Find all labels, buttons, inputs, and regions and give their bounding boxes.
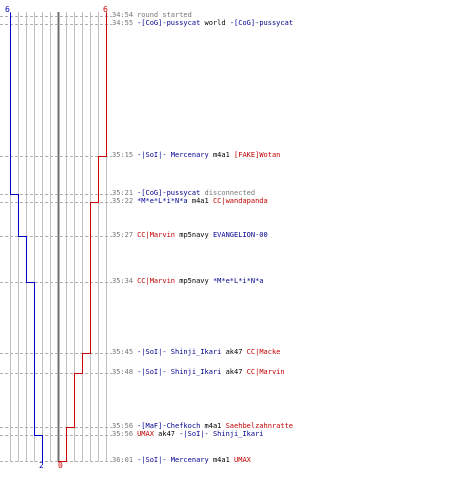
log-player-name: -[CoG]-pussycat [137, 189, 201, 197]
log-timestamp: 36:01 [112, 456, 134, 464]
log-weapon: ak47 [153, 430, 180, 438]
log-weapon: m4a1 [208, 151, 235, 159]
red-start-score: 6 [103, 5, 108, 14]
log-weapon: ak47 [221, 348, 247, 356]
red-team-line [58, 12, 107, 463]
log-entry: 34:54 round started [112, 11, 192, 20]
blue-start-score: 6 [5, 5, 10, 14]
log-status-text: disconnected [200, 189, 256, 197]
log-entry: 35:34 CC|Marvin mp5navy *M*e*L*i*N*a [112, 277, 264, 286]
log-entry: 35:27 CC|Marvin mp5navy EVANGELION-00 [112, 231, 268, 240]
log-player-name: -|SoI|- Shinji_Ikari [179, 430, 264, 438]
log-entry: 34:55 -[CoG]-pussycat world -[CoG]-pussyc… [112, 19, 293, 28]
log-player-name: Saehbelzahnratte [225, 422, 294, 430]
log-player-name: -[CoG]-pussycat [229, 19, 294, 27]
log-player-name: [FAKE]Wotan [234, 151, 281, 159]
log-entry: 36:01 -|SoI|- Mercenary m4a1 UMAX [112, 456, 251, 465]
log-status-text: round started [137, 11, 192, 19]
log-timestamp: 34:55 [112, 19, 134, 27]
log-player-name: *M*e*L*i*N*a [212, 277, 264, 285]
log-timestamp: 34:54 [112, 11, 134, 19]
log-weapon: mp5navy [175, 277, 213, 285]
log-player-name: UMAX [137, 430, 154, 438]
log-player-name: CC|Marvin [137, 277, 176, 285]
log-weapon: m4a1 [187, 197, 213, 205]
log-timestamp: 35:21 [112, 189, 134, 197]
log-player-name: EVANGELION-00 [212, 231, 268, 239]
log-timestamp: 35:56 [112, 430, 134, 438]
log-player-name: -|SoI|- Mercenary [137, 151, 209, 159]
log-timestamp: 35:15 [112, 151, 134, 159]
log-timestamp: 35:45 [112, 348, 134, 356]
log-entry: 35:21 -[CoG]-pussycat disconnected [112, 189, 255, 198]
log-timestamp: 35:22 [112, 197, 134, 205]
log-timestamp: 35:34 [112, 277, 134, 285]
blue-team-line [10, 12, 43, 463]
log-player-name: CC|wandapanda [212, 197, 268, 205]
log-player-name: *M*e*L*i*N*a [137, 197, 188, 205]
log-player-name: -|SoI|- Shinji_Ikari [137, 368, 222, 376]
log-entry: 35:56 -[MaF]-Chefkoch m4a1 Saehbelzahnrat… [112, 422, 293, 431]
log-player-name: CC|Marvin [137, 231, 176, 239]
log-entry: 35:45 -|SoI|- Shinji_Ikari ak47 CC|Macke [112, 348, 280, 357]
log-player-name: -[MaF]-Chefkoch [137, 422, 201, 430]
log-weapon: m4a1 [200, 422, 226, 430]
log-player-name: -|SoI|- Shinji_Ikari [137, 348, 222, 356]
log-entry: 35:22 *M*e*L*i*N*a m4a1 CC|wandapanda [112, 197, 268, 206]
log-weapon: mp5navy [175, 231, 213, 239]
log-player-name: -[CoG]-pussycat [137, 19, 201, 27]
log-timestamp: 35:48 [112, 368, 134, 376]
log-weapon: ak47 [221, 368, 247, 376]
red-end-score: 0 [58, 461, 63, 470]
log-player-name: -|SoI|- Mercenary [137, 456, 209, 464]
log-weapon: m4a1 [208, 456, 235, 464]
log-entry: 35:15 -|SoI|- Mercenary m4a1 [FAKE]Wotan [112, 151, 280, 160]
log-weapon: world [200, 19, 230, 27]
log-player-name: CC|Macke [246, 348, 281, 356]
log-player-name: UMAX [234, 456, 251, 464]
log-player-name: CC|Marvin [246, 368, 285, 376]
blue-end-score: 2 [39, 461, 44, 470]
log-timestamp: 35:27 [112, 231, 134, 239]
log-entry: 35:56 UMAX ak47 -|SoI|- Shinji_Ikari [112, 430, 264, 439]
log-timestamp: 35:56 [112, 422, 134, 430]
log-entry: 35:48 -|SoI|- Shinji_Ikari ak47 CC|Marvin [112, 368, 285, 377]
